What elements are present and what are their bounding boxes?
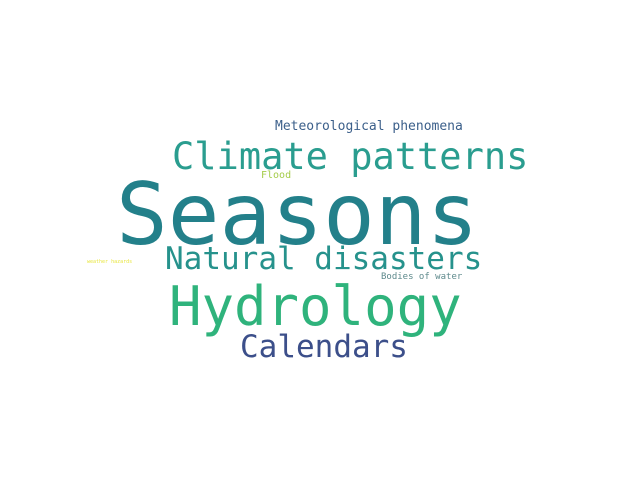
word-seasons: Seasons bbox=[116, 165, 479, 265]
word-calendars: Calendars bbox=[240, 329, 408, 365]
word-flood: Flood bbox=[261, 170, 292, 181]
word-hydrology: Hydrology bbox=[169, 275, 462, 338]
word-weather-hazards: weather hazards bbox=[87, 259, 133, 265]
word-bodies-of-water: Bodies of water bbox=[381, 272, 463, 282]
word-natural-disasters: Natural disasters bbox=[165, 241, 483, 277]
word-climate-patterns: Climate patterns bbox=[172, 135, 529, 178]
word-meteorological-phenomena: Meteorological phenomena bbox=[275, 119, 463, 134]
